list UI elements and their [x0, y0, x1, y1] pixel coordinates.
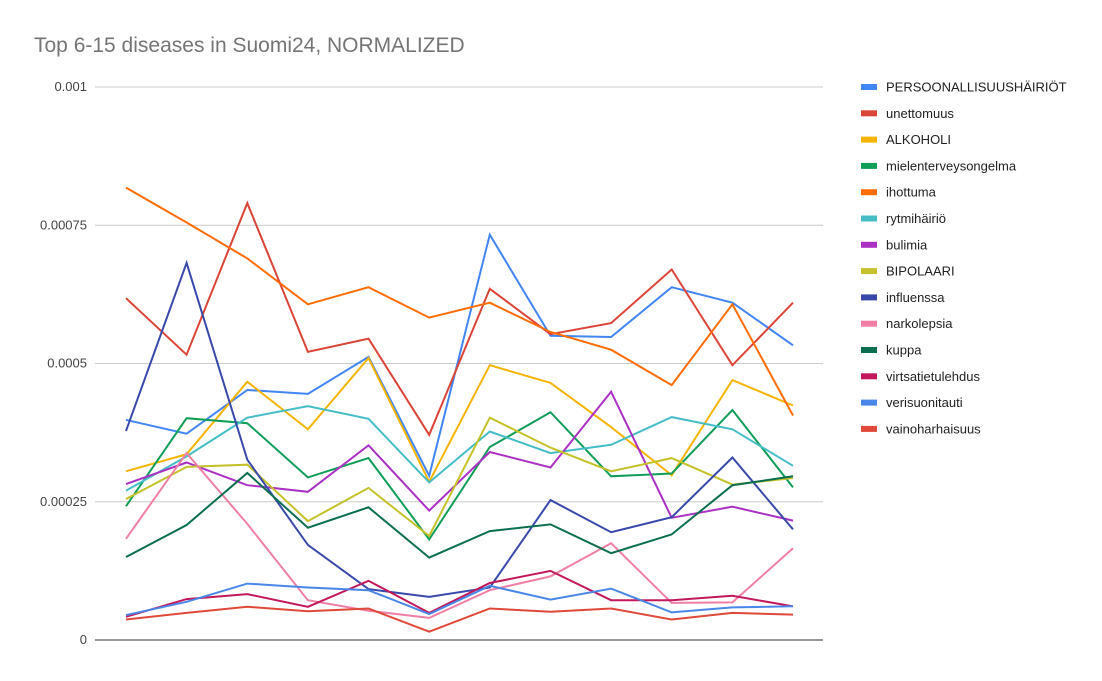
legend-label: vainoharhaisuus	[886, 421, 981, 436]
legend-swatch	[861, 241, 877, 248]
y-tick-label: 0.0005	[47, 356, 87, 371]
y-tick-label: 0	[80, 632, 87, 647]
legend-label: kuppa	[886, 343, 922, 358]
legend-label: BIPOLAARI	[886, 264, 955, 279]
legend-label: rytmihäiriö	[886, 211, 946, 226]
series-line-2	[125, 200, 794, 437]
chart-title: Top 6-15 diseases in Suomi24, NORMALIZED	[34, 34, 465, 57]
legend-swatch	[861, 84, 877, 90]
legend-swatch	[861, 347, 877, 353]
legend-label: ihottuma	[886, 185, 937, 200]
series-lines	[125, 186, 794, 633]
legend-label: ALKOHOLI	[886, 132, 951, 147]
series-line-13	[125, 582, 794, 617]
legend-swatch	[861, 373, 877, 380]
legend-swatch	[861, 294, 877, 301]
series-line-12	[125, 569, 794, 618]
y-tick-label: 0.00075	[40, 217, 87, 232]
series-line-11	[125, 471, 794, 559]
legend-label: bulimia	[886, 237, 928, 252]
legend-swatch	[861, 399, 877, 406]
legend-label: influenssa	[886, 290, 945, 305]
legend-label: verisuonitauti	[886, 395, 963, 410]
legend-label: mielenterveysongelma	[886, 158, 1017, 173]
series-line-1	[125, 232, 794, 479]
legend-swatch	[861, 136, 877, 143]
series-line-3	[125, 356, 794, 485]
series-line-10	[125, 451, 794, 619]
legend: PERSOONALLISUUSHÄIRIÖT unettomuus ALKOHOLI…	[861, 80, 1067, 436]
legend-label: PERSOONALLISUUSHÄIRIÖT	[886, 80, 1067, 95]
legend-label: narkolepsia	[886, 316, 953, 331]
y-tick-label: 0.00025	[40, 494, 87, 509]
legend-swatch	[861, 189, 877, 196]
series-line-14	[125, 605, 794, 633]
legend-swatch	[861, 215, 877, 222]
legend-swatch	[861, 425, 877, 432]
legend-swatch	[861, 110, 877, 117]
legend-swatch	[861, 268, 877, 275]
legend-swatch	[861, 162, 877, 169]
series-line-8	[125, 416, 794, 538]
legend-swatch	[861, 320, 877, 327]
y-tick-label: 0.001	[54, 79, 87, 94]
y-axis: 0 0.00025 0.0005 0.00075 0.001	[40, 79, 87, 647]
series-line-9	[125, 259, 794, 598]
series-line-5	[125, 186, 794, 416]
legend-label: unettomuus	[886, 106, 954, 121]
legend-label: virtsatietulehdus	[886, 369, 980, 384]
